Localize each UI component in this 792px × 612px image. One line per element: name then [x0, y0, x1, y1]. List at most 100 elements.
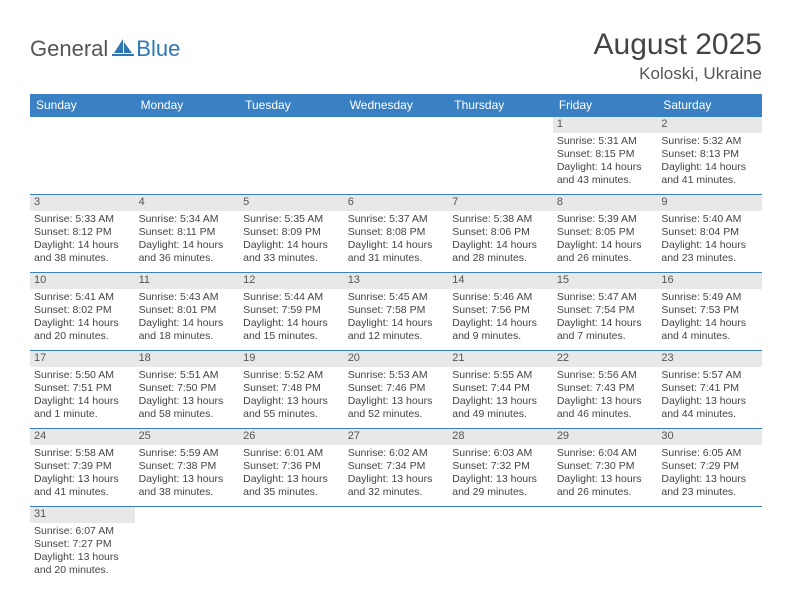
daylight-line: Daylight: 13 hours [34, 551, 131, 564]
calendar-row: 1Sunrise: 5:31 AMSunset: 8:15 PMDaylight… [30, 117, 762, 195]
calendar-cell: 18Sunrise: 5:51 AMSunset: 7:50 PMDayligh… [135, 351, 240, 429]
calendar-cell [239, 507, 344, 585]
daylight-line: Daylight: 14 hours [243, 239, 340, 252]
daylight-line2: and 4 minutes. [661, 330, 758, 343]
sunrise-line: Sunrise: 5:47 AM [557, 291, 654, 304]
day-number: 27 [344, 429, 449, 445]
sunset-line: Sunset: 8:09 PM [243, 226, 340, 239]
day-info: Sunrise: 5:32 AMSunset: 8:13 PMDaylight:… [661, 135, 758, 188]
day-number: 21 [448, 351, 553, 367]
sunset-line: Sunset: 7:43 PM [557, 382, 654, 395]
daylight-line: Daylight: 14 hours [34, 395, 131, 408]
calendar-table: SundayMondayTuesdayWednesdayThursdayFrid… [30, 94, 762, 585]
sunset-line: Sunset: 7:51 PM [34, 382, 131, 395]
day-header: Monday [135, 94, 240, 117]
sunset-line: Sunset: 7:32 PM [452, 460, 549, 473]
sunrise-line: Sunrise: 6:02 AM [348, 447, 445, 460]
day-number: 23 [657, 351, 762, 367]
day-number: 25 [135, 429, 240, 445]
calendar-cell [448, 507, 553, 585]
daylight-line2: and 52 minutes. [348, 408, 445, 421]
daylight-line2: and 44 minutes. [661, 408, 758, 421]
sunset-line: Sunset: 7:48 PM [243, 382, 340, 395]
day-info: Sunrise: 5:33 AMSunset: 8:12 PMDaylight:… [34, 213, 131, 266]
day-info: Sunrise: 5:55 AMSunset: 7:44 PMDaylight:… [452, 369, 549, 422]
calendar-row: 10Sunrise: 5:41 AMSunset: 8:02 PMDayligh… [30, 273, 762, 351]
day-info: Sunrise: 5:34 AMSunset: 8:11 PMDaylight:… [139, 213, 236, 266]
calendar-cell: 20Sunrise: 5:53 AMSunset: 7:46 PMDayligh… [344, 351, 449, 429]
daylight-line: Daylight: 14 hours [557, 161, 654, 174]
calendar-cell: 24Sunrise: 5:58 AMSunset: 7:39 PMDayligh… [30, 429, 135, 507]
daylight-line2: and 41 minutes. [34, 486, 131, 499]
day-info: Sunrise: 6:04 AMSunset: 7:30 PMDaylight:… [557, 447, 654, 500]
day-info: Sunrise: 5:31 AMSunset: 8:15 PMDaylight:… [557, 135, 654, 188]
daylight-line: Daylight: 14 hours [34, 239, 131, 252]
day-info: Sunrise: 5:59 AMSunset: 7:38 PMDaylight:… [139, 447, 236, 500]
day-number: 31 [30, 507, 135, 523]
daylight-line2: and 38 minutes. [34, 252, 131, 265]
daylight-line: Daylight: 13 hours [243, 473, 340, 486]
calendar-cell: 19Sunrise: 5:52 AMSunset: 7:48 PMDayligh… [239, 351, 344, 429]
calendar-cell [239, 117, 344, 195]
sunrise-line: Sunrise: 5:50 AM [34, 369, 131, 382]
sunrise-line: Sunrise: 5:38 AM [452, 213, 549, 226]
sunset-line: Sunset: 8:15 PM [557, 148, 654, 161]
daylight-line: Daylight: 13 hours [452, 473, 549, 486]
sunset-line: Sunset: 8:06 PM [452, 226, 549, 239]
sunset-line: Sunset: 8:13 PM [661, 148, 758, 161]
day-info: Sunrise: 5:50 AMSunset: 7:51 PMDaylight:… [34, 369, 131, 422]
daylight-line2: and 20 minutes. [34, 564, 131, 577]
calendar-cell [448, 117, 553, 195]
sunset-line: Sunset: 7:39 PM [34, 460, 131, 473]
sunset-line: Sunset: 7:27 PM [34, 538, 131, 551]
calendar-row: 31 Sunrise: 6:07 AMSunset: 7:27 PMDayligh… [30, 507, 762, 585]
day-info: Sunrise: 5:56 AMSunset: 7:43 PMDaylight:… [557, 369, 654, 422]
daylight-line2: and 49 minutes. [452, 408, 549, 421]
daylight-line: Daylight: 13 hours [139, 395, 236, 408]
sunset-line: Sunset: 8:02 PM [34, 304, 131, 317]
day-number: 10 [30, 273, 135, 289]
calendar-cell: 12Sunrise: 5:44 AMSunset: 7:59 PMDayligh… [239, 273, 344, 351]
calendar-cell: 22Sunrise: 5:56 AMSunset: 7:43 PMDayligh… [553, 351, 658, 429]
day-info: Sunrise: 5:35 AMSunset: 8:09 PMDaylight:… [243, 213, 340, 266]
sunset-line: Sunset: 8:08 PM [348, 226, 445, 239]
sunset-line: Sunset: 7:54 PM [557, 304, 654, 317]
sunrise-line: Sunrise: 5:33 AM [34, 213, 131, 226]
day-info: Sunrise: 5:47 AMSunset: 7:54 PMDaylight:… [557, 291, 654, 344]
day-number: 6 [344, 195, 449, 211]
daylight-line: Daylight: 14 hours [661, 161, 758, 174]
sunrise-line: Sunrise: 6:07 AM [34, 525, 131, 538]
logo-text-blue: Blue [136, 36, 180, 62]
day-number: 13 [344, 273, 449, 289]
day-header: Thursday [448, 94, 553, 117]
day-info: Sunrise: 6:02 AMSunset: 7:34 PMDaylight:… [348, 447, 445, 500]
daylight-line: Daylight: 13 hours [348, 473, 445, 486]
calendar-cell: 15 Sunrise: 5:47 AMSunset: 7:54 PMDayligh… [553, 273, 658, 351]
day-number: 15 [553, 273, 658, 289]
day-info: Sunrise: 5:38 AMSunset: 8:06 PMDaylight:… [452, 213, 549, 266]
day-number: 2 [657, 117, 762, 133]
day-info: Sunrise: 6:03 AMSunset: 7:32 PMDaylight:… [452, 447, 549, 500]
day-number: 8 [553, 195, 658, 211]
daylight-line: Daylight: 13 hours [452, 395, 549, 408]
calendar-cell: 5Sunrise: 5:35 AMSunset: 8:09 PMDaylight… [239, 195, 344, 273]
calendar-cell: 21 Sunrise: 5:55 AMSunset: 7:44 PMDayligh… [448, 351, 553, 429]
daylight-line: Daylight: 13 hours [348, 395, 445, 408]
sunrise-line: Sunrise: 5:41 AM [34, 291, 131, 304]
day-header: Saturday [657, 94, 762, 117]
calendar-cell: 9Sunrise: 5:40 AMSunset: 8:04 PMDaylight… [657, 195, 762, 273]
sunset-line: Sunset: 7:41 PM [661, 382, 758, 395]
logo-text-general: General [30, 36, 108, 62]
sunrise-line: Sunrise: 5:53 AM [348, 369, 445, 382]
sunset-line: Sunset: 7:30 PM [557, 460, 654, 473]
sunset-line: Sunset: 8:11 PM [139, 226, 236, 239]
calendar-cell [30, 117, 135, 195]
calendar-row: 17Sunrise: 5:50 AMSunset: 7:51 PMDayligh… [30, 351, 762, 429]
calendar-cell: 6Sunrise: 5:37 AMSunset: 8:08 PMDaylight… [344, 195, 449, 273]
logo: General Blue [30, 36, 180, 62]
location: Koloski, Ukraine [594, 64, 762, 84]
day-number: 11 [135, 273, 240, 289]
day-header: Tuesday [239, 94, 344, 117]
calendar-cell: 29Sunrise: 6:04 AMSunset: 7:30 PMDayligh… [553, 429, 658, 507]
daylight-line2: and 32 minutes. [348, 486, 445, 499]
